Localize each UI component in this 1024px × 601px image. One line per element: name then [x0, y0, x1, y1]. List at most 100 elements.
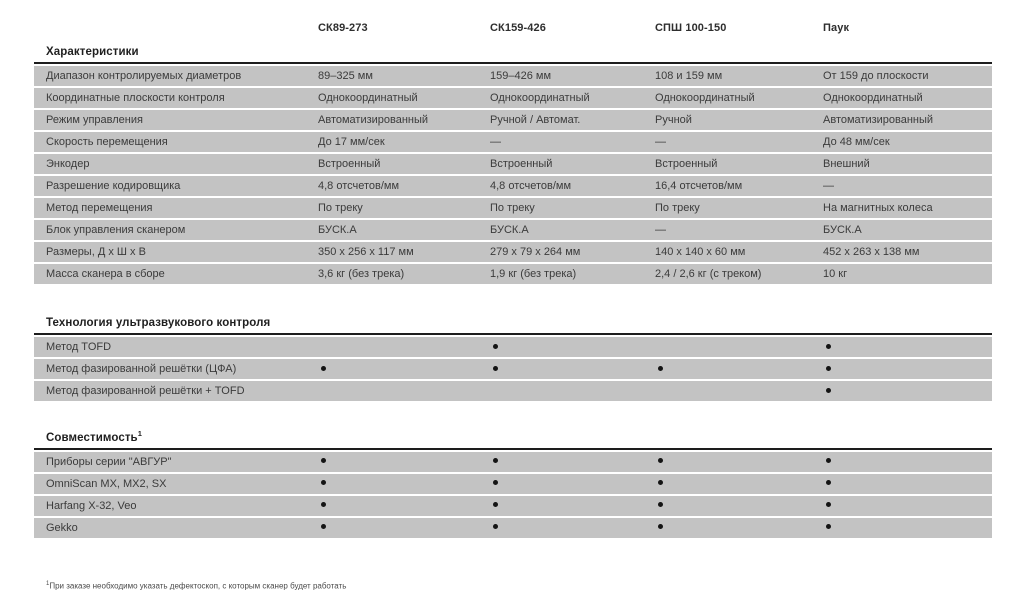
- cell-mark: [655, 496, 823, 516]
- cell-mark: [490, 518, 655, 538]
- section-title: Характеристики: [46, 46, 992, 59]
- cell-value: На магнитных колеса: [823, 202, 933, 214]
- row-label: Метод перемещения: [46, 202, 153, 214]
- cell-mark: [490, 474, 655, 494]
- cell-value: Ручной / Автомат.: [490, 114, 581, 126]
- cell-value: Встроенный: [655, 158, 718, 170]
- bullet-icon: [321, 458, 326, 464]
- cell-value: По треку: [318, 202, 363, 214]
- bullet-icon: [826, 343, 831, 349]
- corner-cell: [46, 22, 318, 35]
- cell-value: Однокоординатный: [655, 92, 755, 104]
- cell-value: БУСК.А: [318, 224, 357, 236]
- section-rows: Диапазон контролируемых диаметров 89–325 …: [34, 66, 992, 284]
- cell-value: БУСК.А: [823, 224, 862, 236]
- row-label: Координатные плоскости контроля: [46, 92, 225, 104]
- row-label: Разрешение кодировщика: [46, 180, 181, 192]
- cell-value: Встроенный: [318, 158, 381, 170]
- cell-value: По треку: [490, 202, 535, 214]
- section-title-text: Технология ультразвукового контроля: [46, 317, 271, 329]
- cell-mark: [655, 518, 823, 538]
- column-header-row: СК89-273 СК159-426 СПШ 100-150 Паук: [34, 0, 992, 35]
- cell-mark: [823, 518, 992, 538]
- table-row: Разрешение кодировщика 4,8 отсчетов/мм 4,8…: [34, 176, 992, 196]
- cell-value: [318, 337, 490, 357]
- section-divider: [34, 333, 992, 335]
- cell-value: Однокоординатный: [823, 92, 923, 104]
- column-header: СК89-273: [318, 22, 368, 34]
- cell-mark: [318, 474, 490, 494]
- row-label: Масса сканера в сборе: [46, 268, 165, 280]
- footnote-superscript: 1: [46, 580, 50, 587]
- cell-mark: [823, 452, 992, 472]
- cell-mark: [823, 359, 992, 379]
- cell-value: 350 x 256 x 117 мм: [318, 246, 414, 258]
- cell-mark: [655, 359, 823, 379]
- table-section: Технология ультразвукового контроля Метод…: [34, 317, 992, 401]
- cell-value: БУСК.А: [490, 224, 529, 236]
- section-title-superscript: 1: [137, 429, 143, 438]
- column-header: СПШ 100-150: [655, 22, 727, 34]
- section-title: Технология ультразвукового контроля: [46, 317, 992, 330]
- table-row: Масса сканера в сборе 3,6 кг (без трека) 1…: [34, 264, 992, 284]
- footnote: 1При заказе необходимо указать дефектоск…: [46, 579, 1024, 592]
- cell-value: 140 x 140 x 60 мм: [655, 246, 746, 258]
- cell-value: Встроенный: [490, 158, 553, 170]
- cell-mark: [823, 381, 992, 401]
- row-label: Блок управления сканером: [46, 224, 186, 236]
- row-label: Метод фазированной решётки + TOFD: [46, 385, 245, 397]
- cell-mark: [490, 337, 655, 357]
- cell-mark: [490, 496, 655, 516]
- cell-mark: [823, 337, 992, 357]
- cell-value: 4,8 отсчетов/мм: [318, 180, 400, 192]
- table-section: Характеристики Диапазон контролируемых ди…: [34, 46, 992, 284]
- section-divider: [34, 62, 992, 64]
- cell-value: До 48 мм/сек: [823, 136, 890, 148]
- row-label: Приборы серии "АВГУР": [46, 455, 172, 468]
- cell-value: 89–325 мм: [318, 70, 373, 82]
- bullet-icon: [826, 458, 831, 464]
- row-label: Gekko: [46, 521, 78, 534]
- section-rows: Метод TOFD Метод фазированной решётки (ЦФ…: [34, 337, 992, 401]
- cell-value: 1,9 кг (без трека): [490, 268, 577, 280]
- section-divider: [34, 447, 992, 450]
- bullet-icon: [493, 524, 498, 530]
- table-section: Совместимость1 Приборы серии "АВГУР" OmniS…: [34, 427, 992, 538]
- bullet-icon: [658, 524, 663, 530]
- cell-mark: [490, 359, 655, 379]
- bullet-icon: [493, 480, 498, 486]
- table-row: OmniScan MX, MX2, SX: [34, 473, 992, 494]
- table-row: Режим управления Автоматизированный Ручной…: [34, 110, 992, 130]
- cell-value: От 159 до плоскости: [823, 70, 929, 82]
- cell-value: [655, 381, 823, 401]
- cell-value: —: [490, 136, 501, 148]
- cell-value: —: [823, 180, 834, 192]
- bullet-icon: [658, 480, 663, 486]
- cell-value: 108 и 159 мм: [655, 70, 723, 82]
- section-title-text: Совместимость: [46, 431, 138, 444]
- row-label: Диапазон контролируемых диаметров: [46, 70, 242, 82]
- table-row: Энкодер Встроенный Встроенный Встроенный Вне…: [34, 154, 992, 174]
- row-label: Метод TOFD: [46, 341, 112, 353]
- row-label: Harfang X-32, Veo: [46, 499, 137, 512]
- cell-value: Автоматизированный: [823, 114, 934, 126]
- table-row: Метод фазированной решётки (ЦФА): [34, 359, 992, 379]
- cell-value: Однокоординатный: [490, 92, 590, 104]
- cell-mark: [823, 474, 992, 494]
- section-rows: Приборы серии "АВГУР" OmniScan MX, MX2, S…: [34, 451, 992, 538]
- cell-mark: [655, 452, 823, 472]
- cell-value: —: [655, 224, 666, 236]
- bullet-icon: [658, 502, 663, 508]
- bullet-icon: [321, 524, 326, 530]
- table-row: Метод фазированной решётки + TOFD: [34, 381, 992, 401]
- row-label: Энкодер: [46, 158, 90, 170]
- bullet-icon: [826, 502, 831, 508]
- cell-value: 16,4 отсчетов/мм: [655, 180, 743, 192]
- cell-value: По треку: [655, 202, 700, 214]
- cell-mark: [655, 474, 823, 494]
- bullet-icon: [658, 365, 663, 371]
- bullet-icon: [321, 502, 326, 508]
- comparison-table: СК89-273 СК159-426 СПШ 100-150 Паук Характер…: [34, 0, 992, 538]
- cell-value: Однокоординатный: [318, 92, 418, 104]
- row-label: Метод фазированной решётки (ЦФА): [46, 363, 237, 375]
